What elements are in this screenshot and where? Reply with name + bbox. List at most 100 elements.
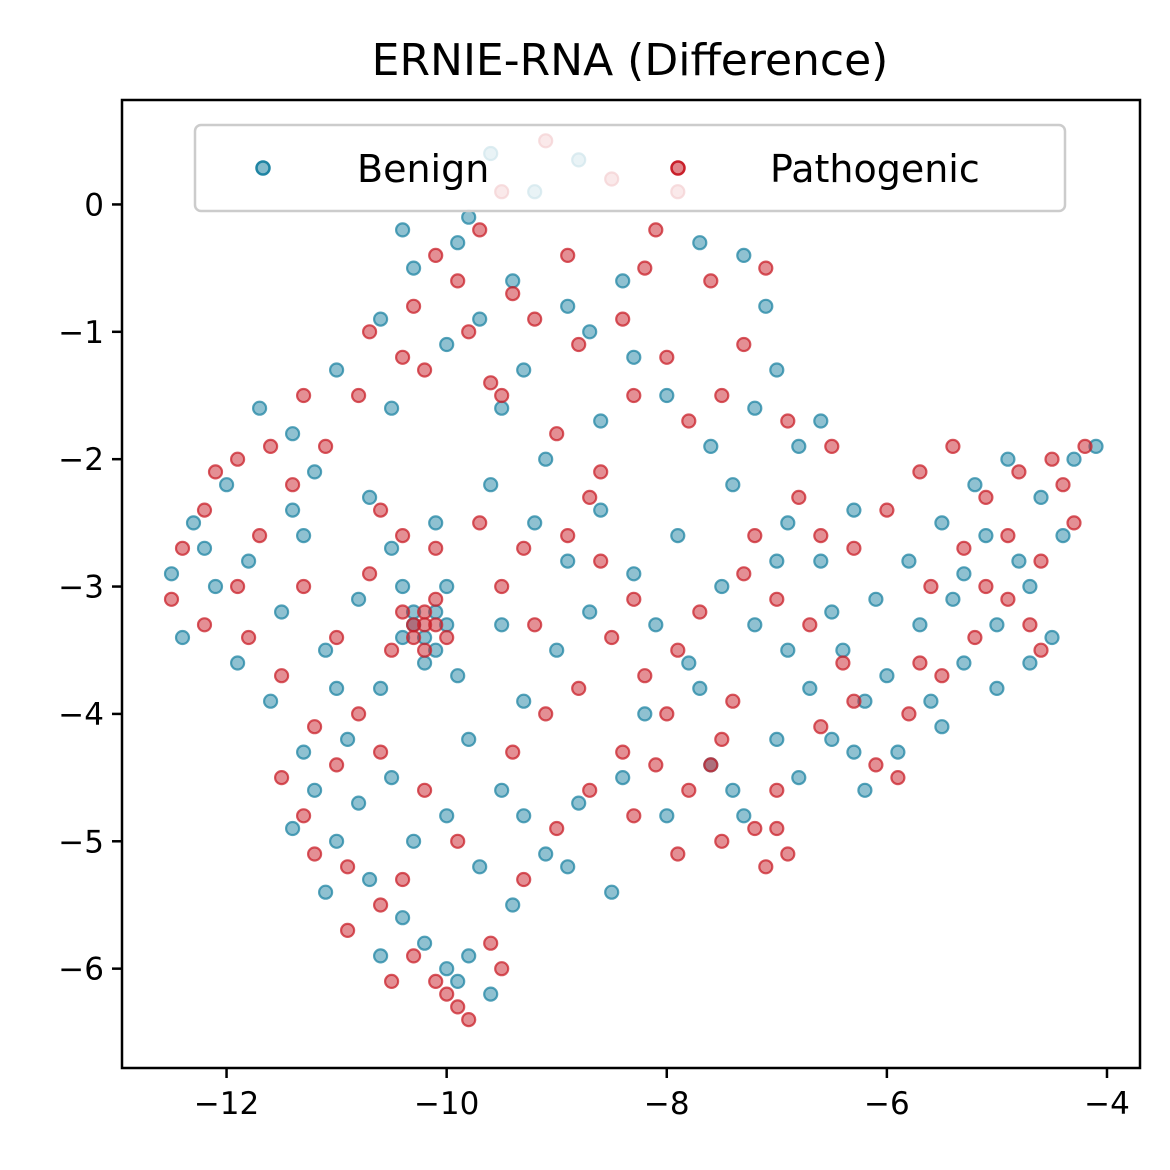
point-pathogenic-137 xyxy=(527,617,543,633)
point-benign-58 xyxy=(549,642,565,658)
point-pathogenic-40 xyxy=(428,591,444,607)
point-pathogenic-141 xyxy=(670,846,686,862)
point-pathogenic-82 xyxy=(1066,515,1082,531)
point-pathogenic-133 xyxy=(472,515,488,531)
point-benign-94 xyxy=(813,553,829,569)
point-pathogenic-68 xyxy=(604,629,620,646)
x-tick-label: −4 xyxy=(1084,1086,1130,1122)
point-pathogenic-115 xyxy=(340,922,356,939)
point-pathogenic-135 xyxy=(373,502,389,518)
point-benign-81 xyxy=(989,617,1005,633)
point-pathogenic-129 xyxy=(791,489,807,505)
point-benign-105 xyxy=(207,578,224,595)
point-pathogenic-25 xyxy=(174,540,191,556)
y-tick-label: −1 xyxy=(58,315,104,351)
point-pathogenic-101 xyxy=(560,247,576,263)
point-benign-113 xyxy=(494,617,510,633)
x-tick-label: −8 xyxy=(644,1086,690,1122)
point-pathogenic-102 xyxy=(527,311,543,327)
point-pathogenic-114 xyxy=(395,871,411,888)
point-benign-147 xyxy=(296,744,312,760)
point-pathogenic-147 xyxy=(230,578,246,595)
point-pathogenic-31 xyxy=(362,566,378,582)
point-benign-106 xyxy=(263,693,279,709)
point-benign-129 xyxy=(747,400,763,416)
point-pathogenic-92 xyxy=(923,578,939,595)
point-pathogenic-10 xyxy=(571,336,587,353)
point-benign-124 xyxy=(912,617,928,633)
point-benign-73 xyxy=(934,515,950,531)
legend-label-pathogenic: Pathogenic xyxy=(770,147,980,191)
point-pathogenic-142 xyxy=(494,961,510,977)
y-tick-label: 0 xyxy=(84,187,104,223)
point-pathogenic-29 xyxy=(296,578,312,595)
point-pathogenic-67 xyxy=(560,527,576,544)
point-pathogenic-146 xyxy=(207,464,224,480)
point-pathogenic-17 xyxy=(549,426,565,442)
point-pathogenic-139 xyxy=(769,820,785,837)
point-pathogenic-76 xyxy=(912,464,928,480)
point-benign-111 xyxy=(406,833,422,849)
point-benign-33 xyxy=(417,655,433,671)
point-pathogenic-61 xyxy=(780,846,796,862)
point-benign-39 xyxy=(340,731,356,748)
point-pathogenic-78 xyxy=(978,489,994,505)
point-pathogenic-53 xyxy=(516,871,532,888)
point-pathogenic-43 xyxy=(351,706,367,722)
point-pathogenic-130 xyxy=(747,527,763,544)
point-benign-139 xyxy=(659,808,675,824)
point-benign-34 xyxy=(439,578,455,595)
point-benign-29 xyxy=(274,604,290,620)
point-pathogenic-144 xyxy=(384,973,400,990)
point-pathogenic-12 xyxy=(703,273,719,289)
point-benign-7 xyxy=(439,336,455,353)
point-pathogenic-126 xyxy=(978,578,994,595)
legend-marker-benign xyxy=(255,160,271,176)
point-benign-121 xyxy=(648,617,664,633)
point-pathogenic-105 xyxy=(362,324,378,340)
y-tick-label: −3 xyxy=(58,570,104,606)
point-pathogenic-7 xyxy=(461,324,477,340)
point-benign-67 xyxy=(736,808,752,824)
point-benign-125 xyxy=(989,680,1005,697)
point-benign-12 xyxy=(758,298,774,314)
point-pathogenic-72 xyxy=(769,591,785,607)
point-pathogenic-117 xyxy=(505,744,521,760)
legend-label-benign: Benign xyxy=(357,147,489,191)
point-benign-107 xyxy=(329,680,345,697)
point-benign-136 xyxy=(307,464,323,480)
point-pathogenic-54 xyxy=(549,820,565,837)
point-benign-64 xyxy=(681,655,697,671)
point-benign-127 xyxy=(956,566,972,582)
point-benign-128 xyxy=(791,438,807,454)
point-benign-16 xyxy=(813,413,829,429)
point-pathogenic-71 xyxy=(736,566,752,582)
point-benign-4 xyxy=(406,260,422,276)
point-pathogenic-80 xyxy=(1044,451,1060,467)
y-tick-label: −5 xyxy=(58,824,104,860)
point-benign-72 xyxy=(901,553,917,569)
point-benign-103 xyxy=(296,527,312,544)
point-benign-130 xyxy=(626,349,642,365)
point-benign-86 xyxy=(824,731,840,748)
point-benign-140 xyxy=(725,782,741,798)
point-benign-10 xyxy=(692,235,708,251)
point-benign-132 xyxy=(505,273,521,289)
point-pathogenic-86 xyxy=(934,668,950,684)
point-pathogenic-6 xyxy=(505,286,521,302)
point-benign-134 xyxy=(395,222,411,238)
point-benign-60 xyxy=(626,566,642,582)
point-benign-91 xyxy=(1011,553,1027,569)
point-pathogenic-132 xyxy=(516,540,532,556)
plot-frame xyxy=(120,98,1142,1070)
point-benign-104 xyxy=(230,655,246,671)
point-benign-101 xyxy=(428,515,444,531)
point-benign-71 xyxy=(868,591,884,607)
y-tick-label: −2 xyxy=(58,442,104,478)
point-benign-61 xyxy=(670,527,686,544)
point-pathogenic-120 xyxy=(659,706,675,722)
point-pathogenic-136 xyxy=(494,578,510,595)
point-pathogenic-4 xyxy=(472,222,488,238)
point-benign-46 xyxy=(439,961,455,977)
point-pathogenic-108 xyxy=(241,629,257,646)
